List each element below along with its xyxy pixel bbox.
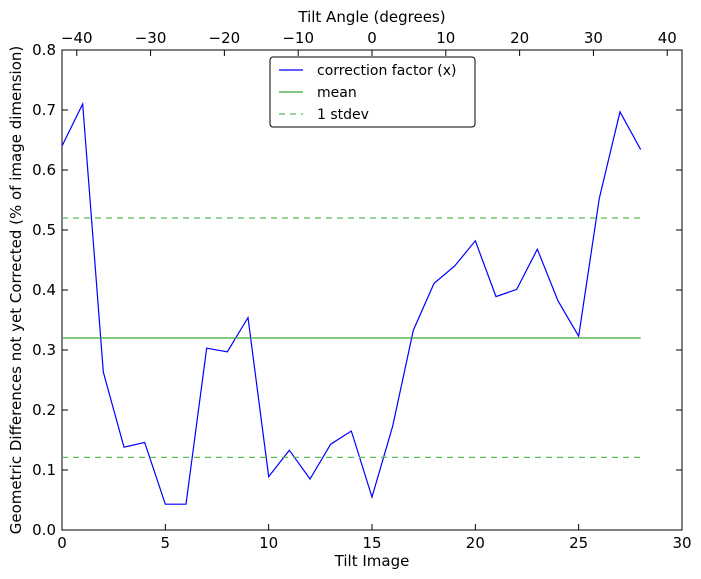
y-axis-title: Geometric Differences not yet Corrected … (7, 46, 25, 535)
x-tick-label: 15 (362, 534, 381, 552)
series-layer (61, 101, 642, 505)
y-tick-label: 0.8 (32, 41, 56, 59)
top-x-tick-label: 40 (658, 29, 677, 47)
plot-area (61, 49, 683, 531)
x-axis-title: Tilt Image (334, 552, 410, 570)
y-tick-label: 0.7 (32, 101, 56, 119)
top-x-tick-label: 10 (436, 29, 455, 47)
x-tick-label: 30 (672, 534, 691, 552)
tick-layer: 0 5 10 15 20 25 30 −40 −30 −20 −10 0 10 20 30 40 0.0 0.1 0… (32, 29, 691, 552)
legend-box (269, 56, 476, 128)
top-x-tick-label: 0 (367, 29, 377, 47)
y-tick-label: 0.6 (32, 161, 56, 179)
top-x-tick-label: −30 (135, 29, 167, 47)
y-tick-label: 0.2 (32, 401, 56, 419)
y-tick-label: 0.4 (32, 281, 56, 299)
y-tick-label: 0.3 (32, 341, 56, 359)
legend-label-mean: mean (317, 85, 357, 101)
y-tick-label: 0.0 (32, 521, 56, 539)
legend: correction factor (x) mean 1 stdev (269, 56, 476, 128)
x-tick-label: 25 (569, 534, 588, 552)
x-tick-label: 10 (259, 534, 278, 552)
top-x-tick-label: −20 (209, 29, 241, 47)
legend-label-stdev: 1 stdev (317, 107, 369, 123)
top-x-tick-label: 30 (584, 29, 603, 47)
series-line-0 (61, 101, 642, 505)
top-x-axis-title: Tilt Angle (degrees) (297, 8, 445, 26)
top-x-tick-label: −40 (61, 29, 93, 47)
y-tick-label: 0.5 (32, 221, 56, 239)
top-x-tick-label: −10 (282, 29, 314, 47)
x-tick-label: 5 (161, 534, 171, 552)
legend-label-correction: correction factor (x) (317, 63, 456, 79)
top-x-tick-label: 20 (510, 29, 529, 47)
x-tick-label: 0 (57, 534, 67, 552)
y-tick-label: 0.1 (32, 461, 56, 479)
x-tick-label: 20 (466, 534, 485, 552)
